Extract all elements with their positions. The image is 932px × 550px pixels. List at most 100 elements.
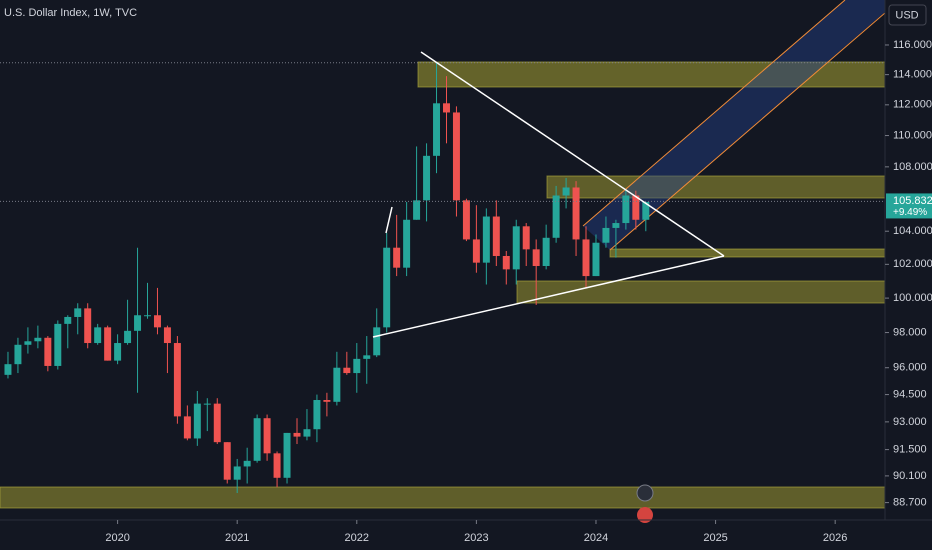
candle-body — [522, 226, 530, 250]
candle-body — [94, 327, 102, 344]
candle-body — [462, 200, 470, 240]
candle-body — [153, 315, 161, 328]
candle-body — [4, 364, 12, 375]
candle-body — [383, 247, 391, 328]
candle-body — [423, 155, 431, 201]
candle-body — [233, 466, 241, 480]
candle-body — [54, 323, 62, 366]
zone — [0, 486, 886, 509]
candle-body — [353, 358, 361, 374]
candle-body — [582, 239, 590, 277]
candle-body — [492, 216, 500, 256]
candle-body — [403, 219, 411, 268]
candle-body — [363, 355, 371, 359]
trend-line — [385, 206, 393, 234]
candle-body — [173, 343, 181, 417]
candle-body — [293, 432, 301, 437]
y-tick-label: 110.000 — [893, 129, 932, 141]
icons — [636, 484, 654, 523]
candle-body — [542, 237, 550, 267]
candle-body — [472, 239, 480, 263]
x-tick-label: 2023 — [464, 532, 488, 544]
candle-body — [622, 195, 630, 224]
candle-body — [482, 216, 490, 263]
zone — [417, 61, 886, 88]
channel-fill — [583, 0, 885, 250]
candle-body — [64, 316, 72, 324]
candle-body — [124, 330, 132, 344]
x-tick-label: 2021 — [225, 532, 249, 544]
candle-body — [433, 103, 441, 156]
y-tick-label: 102.000 — [893, 258, 932, 270]
price-change: +9.49% — [893, 207, 927, 218]
candle-body — [313, 400, 321, 430]
y-tick-label: 108.000 — [893, 161, 932, 173]
x-tick-label: 2022 — [345, 532, 369, 544]
currency-button[interactable] — [888, 4, 927, 26]
x-tick-label: 2024 — [584, 532, 608, 544]
candle-body — [632, 195, 640, 220]
y-tick-label: 91.500 — [893, 444, 927, 456]
x-tick-label: 2025 — [703, 532, 727, 544]
icon — [637, 507, 653, 523]
candle-body — [253, 418, 261, 461]
candle-body — [144, 315, 151, 317]
drawings — [0, 0, 901, 509]
y-tick-label: 104.000 — [893, 225, 932, 237]
icon — [636, 484, 654, 502]
channel-line — [609, 0, 901, 251]
y-tick-label: 93.000 — [893, 416, 927, 428]
candle-body — [183, 416, 191, 439]
y-tick-label: 94.500 — [893, 388, 927, 400]
candle-body — [223, 442, 231, 480]
y-tick-label: 88.700 — [893, 497, 927, 509]
chart-title: U.S. Dollar Index, 1W, TVC — [4, 7, 137, 19]
candle-body — [442, 103, 450, 113]
trend-line — [372, 255, 725, 338]
last-price: 105.832 — [893, 195, 932, 207]
candle-body — [602, 227, 610, 243]
candle-body — [273, 453, 281, 478]
candle-body — [263, 418, 271, 454]
candle-body — [373, 327, 381, 356]
candle-body — [303, 429, 311, 437]
candle-body — [502, 255, 510, 270]
candle-body — [592, 242, 600, 277]
candle-body — [213, 403, 221, 443]
y-tick-label: 116.000 — [893, 39, 932, 51]
trend-lines — [372, 51, 725, 338]
candle-body — [34, 337, 42, 342]
candle-body — [14, 344, 22, 365]
candle-body — [114, 343, 122, 361]
candle-body — [84, 308, 92, 344]
candle-body — [193, 403, 201, 439]
zone — [516, 280, 886, 304]
y-tick-label: 98.000 — [893, 326, 927, 338]
candles — [0, 62, 885, 494]
candle-body — [452, 112, 460, 201]
candle-body — [612, 223, 620, 228]
channel-line — [582, 0, 846, 227]
y-tick-label: 100.000 — [893, 292, 932, 304]
candle-body — [243, 460, 251, 467]
price-axis — [885, 0, 932, 550]
candle-body — [532, 249, 540, 267]
candle-body — [512, 226, 520, 270]
y-tick-label: 114.000 — [893, 69, 932, 81]
candle-body — [343, 367, 351, 374]
trend-line — [420, 51, 725, 257]
candle-body — [283, 432, 291, 478]
axes: 116.000 114.000 112.000 110.000 108.000 104.0… — [105, 39, 932, 544]
currency[interactable]: USD — [895, 9, 918, 21]
candle-body — [24, 341, 32, 345]
candle-body — [413, 200, 421, 220]
candle-body — [562, 187, 570, 196]
candle-body — [134, 315, 142, 331]
zone — [546, 175, 886, 199]
candle-body — [572, 187, 580, 240]
candle-body — [203, 403, 211, 405]
x-tick-label: 2026 — [823, 532, 847, 544]
y-tick-label: 90.100 — [893, 470, 927, 482]
